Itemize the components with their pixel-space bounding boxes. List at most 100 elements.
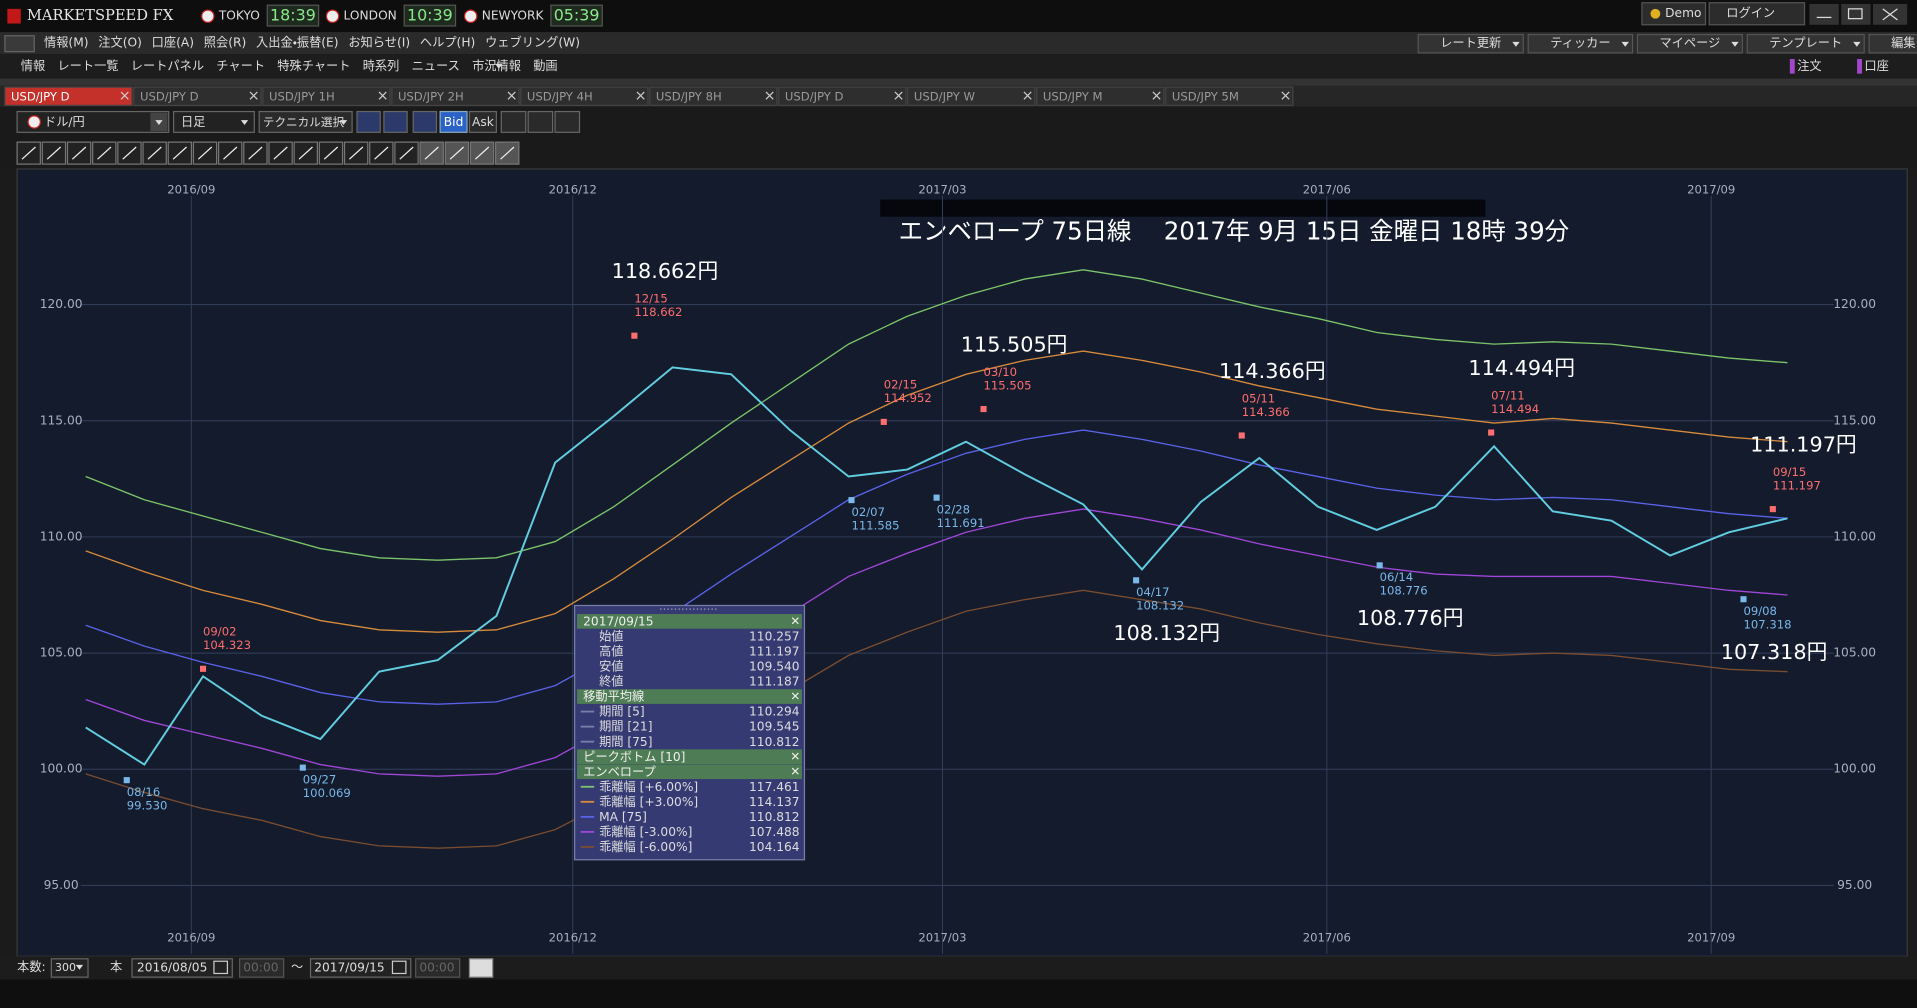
peak-value: 114.952 [884, 391, 932, 405]
period-select[interactable] [172, 110, 255, 133]
icon-button[interactable] [554, 110, 581, 133]
tab-close[interactable] [249, 91, 258, 100]
menu-item[interactable]: 注文(O) [98, 36, 142, 50]
icon-button[interactable] [500, 110, 527, 133]
toolbar-item[interactable]: ニュース [412, 59, 460, 73]
bid-label[interactable]: Bid [444, 115, 464, 129]
toolbar-item[interactable]: 時系列 [363, 59, 400, 73]
tab-label[interactable]: USD/JPY 4H [527, 89, 593, 103]
tab-close[interactable] [894, 91, 903, 100]
login-label[interactable]: ログイン [1726, 6, 1775, 20]
panel-close[interactable] [791, 617, 799, 625]
tab[interactable] [520, 86, 649, 107]
tab-close[interactable] [765, 91, 774, 100]
icon-button[interactable] [412, 110, 438, 133]
tab-close[interactable] [1023, 91, 1032, 100]
toolbar [0, 54, 1917, 79]
tab-label[interactable]: USD/JPY 8H [656, 89, 722, 103]
toolbar-right-item[interactable]: 注文 [1797, 59, 1821, 73]
panel-close[interactable] [791, 752, 799, 760]
separator [0, 78, 1917, 86]
maximize-button[interactable] [1841, 3, 1871, 25]
toolbar-item[interactable]: 情報 [21, 59, 45, 73]
technical-select[interactable] [258, 110, 353, 133]
tab[interactable] [1036, 86, 1165, 107]
toolbar-right-item[interactable]: 口座 [1864, 59, 1888, 73]
panel-row-label: 終値 [599, 674, 623, 689]
login-button[interactable] [1708, 2, 1806, 26]
tab-label[interactable]: USD/JPY M [1043, 89, 1103, 103]
panel-close[interactable] [791, 767, 799, 775]
menu-right-item-box[interactable] [1527, 33, 1634, 54]
menu-right-item: ティッカー [1550, 36, 1610, 50]
tab-close[interactable] [1281, 91, 1290, 100]
menu-item[interactable]: 入出金・振替(E) [256, 36, 339, 50]
bid-button[interactable] [439, 110, 468, 133]
apply-button[interactable] [468, 958, 494, 978]
menu-right-item-box[interactable] [1746, 33, 1865, 54]
series-line [85, 269, 1788, 561]
menu-item[interactable]: 照会(R) [204, 36, 246, 50]
tab-close[interactable] [1152, 91, 1161, 100]
clock-box [266, 4, 320, 27]
tab-label[interactable]: USD/JPY W [914, 89, 976, 103]
toolbar-item[interactable]: レート一覧 [57, 59, 118, 73]
menu-item[interactable]: ウェブリング(W) [485, 35, 580, 50]
panel-row-label: 期間 [75] [599, 735, 652, 749]
tab-close[interactable] [120, 91, 129, 100]
tab[interactable] [649, 86, 778, 107]
tab-label[interactable]: USD/JPY D [140, 89, 199, 103]
toolbar-item[interactable]: レートパネル [131, 59, 204, 73]
menu-item[interactable]: お知らせ(I) [348, 36, 410, 50]
tool-icon [223, 146, 238, 160]
menu-right-item-box[interactable] [1868, 33, 1917, 54]
toolbar-item[interactable]: チャート [216, 59, 265, 73]
tab[interactable] [4, 86, 133, 107]
tab[interactable] [1165, 86, 1294, 107]
count-box[interactable] [50, 958, 89, 978]
peak-callout: 107.318円 [1721, 640, 1828, 664]
toolbar-item[interactable]: 動画 [533, 59, 557, 73]
ask-label[interactable]: Ask [472, 115, 495, 129]
x-tick-label-bottom: 2016/12 [549, 931, 597, 945]
from-date-box[interactable] [131, 958, 233, 978]
tab[interactable] [262, 86, 391, 107]
to-time: 00:00 [419, 960, 454, 974]
peak-callout: 118.662円 [612, 259, 719, 283]
tab-close[interactable] [636, 91, 645, 100]
menu-item[interactable]: ヘルプ(H) [420, 36, 475, 50]
icon-button[interactable] [356, 110, 381, 133]
tab[interactable] [778, 86, 907, 107]
tab-label[interactable]: USD/JPY D [785, 89, 844, 103]
tab-label[interactable]: USD/JPY 2H [398, 89, 464, 103]
icon-button[interactable] [383, 110, 408, 133]
tool-icon [197, 146, 213, 160]
toolbar-item[interactable]: 特殊チャート [277, 58, 350, 73]
minimize-button[interactable] [1809, 3, 1839, 25]
tab-close[interactable] [507, 91, 516, 100]
icon-button[interactable] [527, 110, 554, 133]
panel-close[interactable] [791, 692, 799, 700]
menu-item[interactable]: 口座(A) [152, 36, 194, 50]
tab[interactable] [907, 86, 1036, 107]
pair-select[interactable] [16, 110, 170, 133]
peak-marker [299, 764, 306, 771]
tab-close[interactable] [378, 91, 387, 100]
menu-right-item-box[interactable] [1636, 33, 1743, 54]
tab-label[interactable]: USD/JPY 1H [269, 89, 335, 103]
peak-date: 07/11 [1491, 388, 1524, 402]
to-date-box[interactable] [309, 958, 412, 978]
menu-item[interactable]: 情報(M) [44, 36, 89, 50]
count-unit: 本 [110, 960, 122, 974]
menu-icon[interactable] [4, 35, 35, 53]
tab[interactable] [133, 86, 262, 107]
tab-label[interactable]: USD/JPY 5M [1172, 89, 1239, 103]
tab[interactable] [391, 86, 520, 107]
panel-row-value: 109.545 [749, 720, 800, 734]
tab-label[interactable]: USD/JPY D [11, 89, 70, 103]
peak-marker [123, 777, 130, 784]
ask-button[interactable] [468, 110, 497, 133]
menu-right-item-box[interactable] [1417, 33, 1524, 54]
from-time: 00:00 [243, 960, 278, 974]
